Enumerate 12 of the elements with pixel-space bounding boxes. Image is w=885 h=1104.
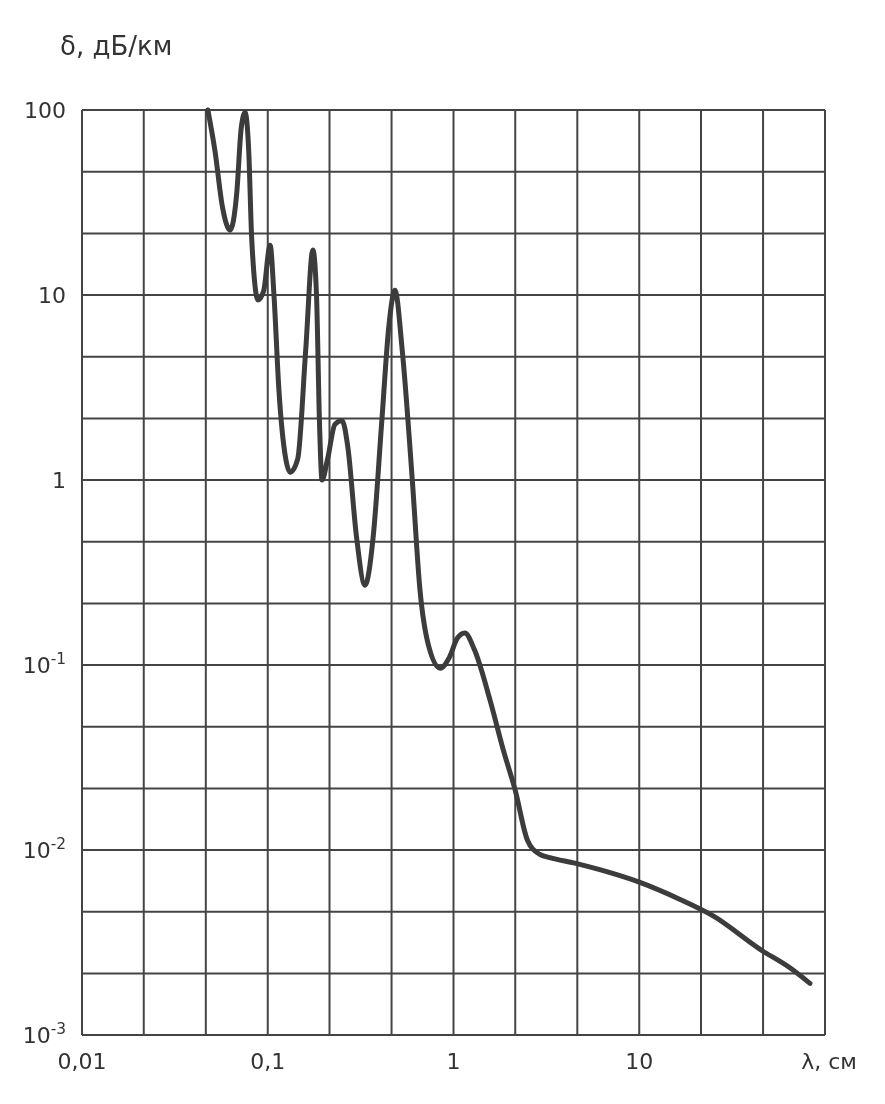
y-tick-label: 10$^{-2}$ [22,835,66,863]
x-tick-label: 0,01 [57,1049,107,1074]
x-tick-label: 10 [625,1049,654,1074]
y-tick-label: 100 [24,98,66,123]
y-tick-label: 1 [52,468,66,493]
y-tick-label: 10 [38,283,66,308]
y-tick-label: 10$^{-3}$ [22,1020,66,1048]
y-tick-label: 10$^{-1}$ [22,650,66,678]
x-tick-label: 0,1 [250,1049,286,1074]
x-tick-label: 1 [446,1049,461,1074]
x-axis-title: λ, см [801,1049,857,1074]
y-axis-title: δ, дБ/км [60,31,173,61]
